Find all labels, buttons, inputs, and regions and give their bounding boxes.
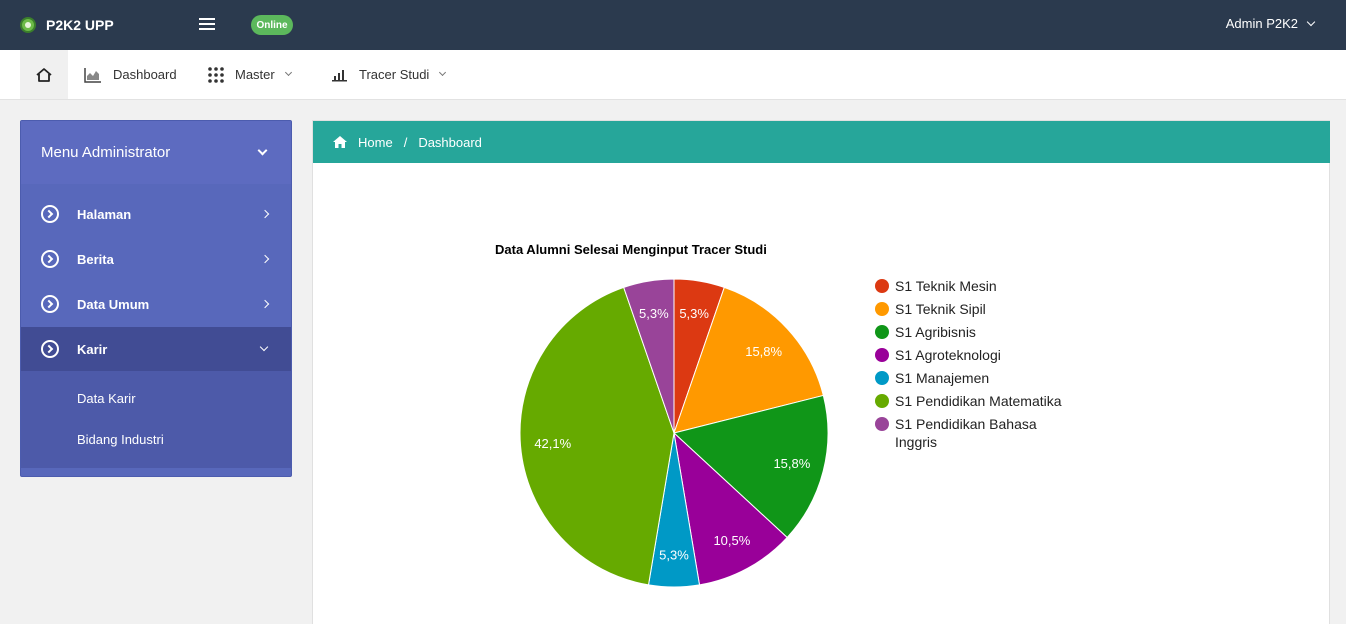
- legend-entry[interactable]: S1 Pendidikan Bahasa Inggris: [895, 416, 1037, 450]
- nav-tracer-label: Tracer Studi: [359, 67, 430, 82]
- circle-chevron-icon: [41, 205, 59, 223]
- chevron-down-icon: [1306, 17, 1316, 26]
- breadcrumb: Home / Dashboard: [313, 121, 1330, 163]
- circle-chevron-icon: [41, 250, 59, 268]
- home-icon: [333, 136, 347, 148]
- legend-entry[interactable]: S1 Agribisnis: [895, 324, 976, 340]
- legend-swatch: [875, 417, 889, 431]
- pie-slice[interactable]: [623, 278, 675, 434]
- area-chart-icon: [84, 67, 101, 83]
- sidebar-item-label: Data Umum: [77, 296, 150, 312]
- chevron-down-icon: [284, 68, 292, 77]
- sidebar-item-data-umum[interactable]: Data Umum: [21, 282, 291, 326]
- sidebar: Menu Administrator Halaman Berita Data U…: [20, 120, 292, 477]
- chevron-down-icon: [259, 342, 269, 352]
- legend-swatch: [875, 325, 889, 339]
- legend-entry[interactable]: S1 Teknik Sipil: [895, 301, 986, 317]
- chevron-down-icon: [439, 68, 447, 77]
- logo-icon: [20, 17, 36, 33]
- slice-label: 5,3%: [659, 548, 689, 563]
- breadcrumb-separator: /: [403, 134, 408, 150]
- sidebar-header[interactable]: Menu Administrator: [21, 121, 291, 184]
- status-badge: Online: [251, 15, 293, 35]
- slice-label: 10,5%: [713, 533, 750, 548]
- submenu-item-data-karir[interactable]: Data Karir: [77, 391, 136, 406]
- bar-chart-icon: [332, 69, 347, 81]
- brand-name: P2K2 UPP: [46, 17, 114, 33]
- pie-chart-container: Data Alumni Selesai Menginput Tracer Stu…: [313, 163, 1330, 624]
- chart-title: Data Alumni Selesai Menginput Tracer Stu…: [495, 242, 767, 257]
- chevron-right-icon: [260, 254, 270, 264]
- legend-entry[interactable]: S1 Manajemen: [895, 370, 989, 386]
- submenu-item-bidang-industri[interactable]: Bidang Industri: [77, 432, 164, 447]
- legend-entry[interactable]: S1 Agroteknologi: [895, 347, 1001, 363]
- slice-label: 5,3%: [639, 306, 669, 321]
- breadcrumb-home[interactable]: Home: [358, 134, 393, 150]
- legend-swatch: [875, 371, 889, 385]
- menu-toggle-icon[interactable]: [199, 18, 215, 31]
- circle-chevron-icon: [41, 295, 59, 313]
- karir-submenu: Data Karir Bidang Industri: [21, 371, 291, 468]
- nav-tracer-studi[interactable]: Tracer Studi: [331, 50, 447, 99]
- nav-home[interactable]: [20, 50, 68, 99]
- circle-chevron-icon: [41, 340, 59, 358]
- nav-master[interactable]: Master: [208, 50, 292, 99]
- legend-entry[interactable]: S1 Pendidikan Matematika: [895, 393, 1062, 409]
- pie-chart: Data Alumni Selesai Menginput Tracer Stu…: [495, 242, 1062, 588]
- user-menu[interactable]: Admin P2K2: [1225, 16, 1316, 31]
- legend-swatch: [875, 302, 889, 316]
- slice-label: 15,8%: [745, 344, 782, 359]
- nav-dashboard[interactable]: Dashboard: [84, 50, 177, 99]
- top-bar: P2K2 UPP Online Admin P2K2: [0, 0, 1346, 50]
- nav-master-label: Master: [235, 67, 275, 82]
- nav-bar: Dashboard Master Tracer Studi: [0, 50, 1346, 100]
- apps-grid-icon: [208, 66, 224, 83]
- legend-entry[interactable]: S1 Teknik Mesin: [895, 278, 997, 294]
- legend-swatch: [875, 279, 889, 293]
- user-name: Admin P2K2: [1225, 16, 1298, 31]
- sidebar-item-label: Karir: [77, 341, 108, 357]
- sidebar-item-halaman[interactable]: Halaman: [21, 192, 291, 236]
- sidebar-item-label: Berita: [77, 251, 114, 267]
- sidebar-item-berita[interactable]: Berita: [21, 237, 291, 281]
- pie-slice[interactable]: [673, 431, 788, 586]
- legend-swatch: [875, 394, 889, 408]
- main-panel: Home / Dashboard Data Alumni Selesai Men…: [312, 120, 1330, 624]
- slice-label: 15,8%: [773, 456, 810, 471]
- slice-label: 42,1%: [534, 436, 571, 451]
- legend-swatch: [875, 348, 889, 362]
- sidebar-title: Menu Administrator: [41, 144, 171, 161]
- pie-slice[interactable]: [673, 286, 824, 434]
- nav-dashboard-label: Dashboard: [113, 67, 177, 82]
- home-icon: [36, 67, 52, 82]
- brand[interactable]: P2K2 UPP: [20, 15, 114, 35]
- sidebar-item-label: Halaman: [77, 206, 132, 222]
- chevron-right-icon: [260, 209, 270, 219]
- pie-slice[interactable]: [519, 286, 675, 586]
- chevron-down-icon: [257, 145, 268, 156]
- slice-label: 5,3%: [679, 306, 709, 321]
- sidebar-item-karir[interactable]: Karir: [21, 327, 291, 371]
- chevron-right-icon: [260, 299, 270, 309]
- breadcrumb-current: Dashboard: [418, 134, 482, 150]
- pie-slice[interactable]: [672, 394, 829, 539]
